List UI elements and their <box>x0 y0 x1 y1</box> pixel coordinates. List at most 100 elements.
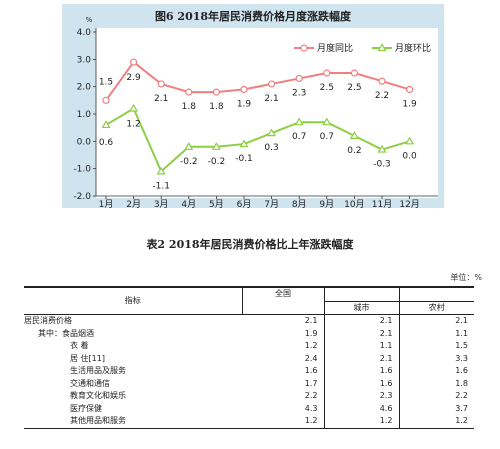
y-unit-label: % <box>86 16 93 24</box>
data-point <box>212 88 220 96</box>
data-label: -0.3 <box>373 160 391 170</box>
legend-label: 月度环比 <box>395 42 431 54</box>
row-label-cell: 居民消费价格 <box>24 316 72 325</box>
data-label: 0.2 <box>347 146 361 156</box>
line-chart: 图6 2018年居民消费价格月度涨跌幅度% 4.0 3.0 2.0 1.0 0.0 -1.0… <box>73 9 438 208</box>
national-cell: 1.9 <box>304 328 318 338</box>
urban-cell: 2.1 <box>323 314 399 328</box>
y-tick-label: -1.0 <box>73 165 91 175</box>
legend-label: 月度同比 <box>317 42 353 54</box>
x-tick-label: 3月 <box>154 199 169 208</box>
row-label-cell: 生活用品及服务 <box>70 366 126 375</box>
data-label: -0.2 <box>180 157 198 167</box>
y-tick-label: 2.0 <box>77 83 92 93</box>
urban-cell: 1.6 <box>323 365 399 378</box>
data-point <box>322 117 332 126</box>
rural-cell: 3.3 <box>398 352 474 365</box>
data-label: 1.8 <box>182 102 197 112</box>
urban-cell: 1.6 <box>323 377 399 390</box>
legend-marker <box>377 43 387 52</box>
data-point <box>378 77 386 85</box>
data-label: 1.8 <box>209 102 224 112</box>
row-label-cell: 教育文化和娱乐 <box>70 391 126 400</box>
header-rural: 农村 <box>398 300 474 315</box>
x-tick-label: 12月 <box>399 199 419 208</box>
rural-cell: 2.1 <box>398 314 474 328</box>
chart-title: 图6 2018年居民消费价格月度涨跌幅度 <box>155 9 352 23</box>
national-cell: 2.2 <box>304 391 318 400</box>
price-table: 指标 全国 城市 农村 居民消费价格 2.1 2.1 2.1 其中：食品烟酒 1.9 2.1… <box>24 286 474 429</box>
data-label: 2.2 <box>375 91 389 101</box>
table-row: 交通和通信 1.7 1.6 1.8 <box>24 377 474 390</box>
data-point <box>349 131 359 139</box>
data-point <box>239 139 249 148</box>
rural-cell: 1.1 <box>398 327 474 340</box>
urban-cell: 2.1 <box>323 352 399 365</box>
data-point <box>323 69 331 77</box>
row-label-cell: 交通和通信 <box>70 378 110 388</box>
national-cell: 4.3 <box>304 403 318 413</box>
data-label: 1.2 <box>126 120 140 130</box>
plot-area <box>96 28 438 198</box>
data-point <box>184 142 194 150</box>
data-point <box>211 142 221 150</box>
table-row: 其他用品和服务 1.2 1.2 1.2 <box>24 415 474 429</box>
series-line-0 <box>105 60 410 101</box>
data-point <box>350 69 358 77</box>
data-point <box>129 58 138 66</box>
rural-cell: 3.7 <box>398 402 474 415</box>
rural-cell: 1.5 <box>398 340 474 353</box>
urban-cell: 1.2 <box>323 415 399 429</box>
x-tick-label: 1月 <box>99 199 114 208</box>
national-cell: 1.2 <box>304 341 318 350</box>
data-point <box>268 80 276 88</box>
x-tick-label: 11月 <box>372 199 392 208</box>
x-tick-label: 10月 <box>344 199 364 208</box>
data-point <box>185 88 193 96</box>
data-point <box>102 96 110 104</box>
data-label: -1.1 <box>152 181 170 191</box>
data-label: 2.5 <box>347 83 361 93</box>
table-row: 生活用品及服务 1.6 1.6 1.6 <box>24 365 474 378</box>
x-tick-label: 9月 <box>319 199 334 208</box>
data-label: 2.1 <box>154 94 168 104</box>
data-point <box>294 117 304 126</box>
y-tick-label: 4.0 <box>77 28 92 38</box>
y-tick-label: -2.0 <box>73 192 91 202</box>
data-label: 1.5 <box>99 77 113 87</box>
data-label: 0.6 <box>99 138 114 148</box>
data-point <box>377 144 387 153</box>
urban-cell: 4.6 <box>323 402 399 415</box>
data-point <box>156 166 166 175</box>
x-tick-label: 5月 <box>209 199 224 208</box>
header-urban: 城市 <box>323 300 399 315</box>
y-tick-label: 1.0 <box>77 110 92 120</box>
national-cell: 2.1 <box>304 316 318 325</box>
table-title: 表2 2018年居民消费价格比上年涨跌幅度 <box>146 238 354 251</box>
data-label: 0.0 <box>402 151 417 161</box>
data-label: 0.3 <box>264 143 278 153</box>
data-point <box>101 120 111 129</box>
data-label: 0.7 <box>292 132 306 142</box>
urban-cell: 2.1 <box>323 327 399 340</box>
data-label: 0.7 <box>320 132 334 142</box>
data-label: 2.9 <box>126 73 141 83</box>
row-label-cell: 其中：食品烟酒 <box>38 328 94 338</box>
y-tick-label: 0.0 <box>77 137 92 147</box>
series-line-1 <box>105 107 410 174</box>
data-point <box>406 85 414 94</box>
data-label: 2.1 <box>264 94 278 104</box>
y-tick-label: 3.0 <box>77 55 92 65</box>
header-indicator: 指标 <box>24 287 242 315</box>
table-row: 居 住[11] 2.4 2.1 3.3 <box>24 352 474 365</box>
table-row: 衣 着 1.2 1.1 1.5 <box>24 340 474 353</box>
data-point <box>405 136 415 145</box>
rural-cell: 2.2 <box>398 390 474 403</box>
rural-cell: 1.6 <box>398 365 474 378</box>
national-cell: 1.2 <box>242 415 324 429</box>
data-label: 2.3 <box>292 88 306 98</box>
data-label: 1.9 <box>237 99 252 109</box>
table-row: 其中：食品烟酒 1.9 2.1 1.1 <box>24 327 474 340</box>
x-tick-label: 4月 <box>181 199 196 208</box>
legend-marker <box>300 44 308 52</box>
